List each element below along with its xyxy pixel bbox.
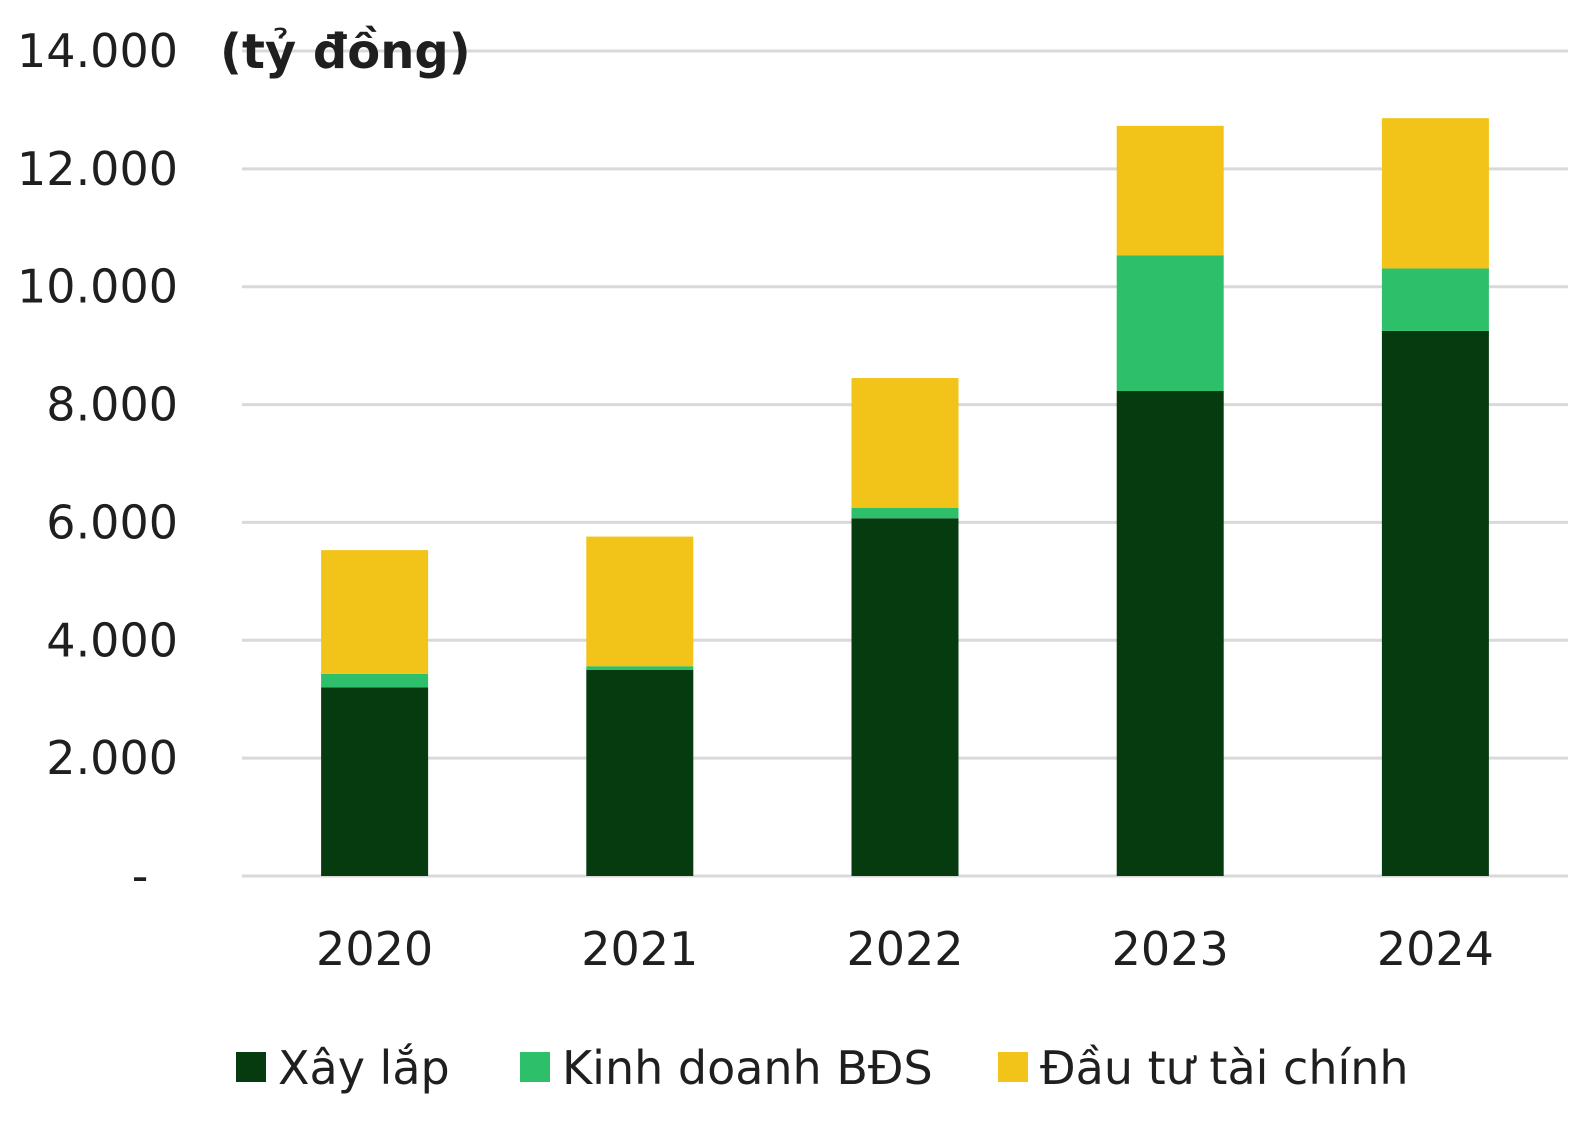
bar-segment — [851, 507, 959, 519]
legend: Xây lắp Kinh doanh BĐS Đầu tư tài chính — [236, 1041, 1409, 1095]
bar-segment — [586, 669, 694, 876]
bar-segment — [586, 536, 694, 667]
y-tick-label: - — [132, 849, 149, 903]
y-tick-label: 6.000 — [46, 495, 178, 549]
x-tick-label: 2020 — [316, 922, 433, 976]
legend-label: Đầu tư tài chính — [1040, 1041, 1409, 1095]
bar-segment — [586, 666, 694, 670]
bar-segment — [1381, 268, 1489, 331]
legend-swatch — [998, 1052, 1028, 1082]
x-tick-label: 2021 — [581, 922, 698, 976]
y-tick-label: 10.000 — [17, 260, 178, 314]
bar-segment — [1116, 125, 1224, 256]
y-tick-label: 2.000 — [46, 731, 178, 785]
bar-segment — [1381, 118, 1489, 269]
y-tick-label: 8.000 — [46, 378, 178, 432]
y-tick-label: 4.000 — [46, 613, 178, 667]
bar-segment — [1116, 255, 1224, 392]
legend-swatch — [520, 1052, 550, 1082]
bars — [321, 118, 1489, 876]
bar-segment — [851, 378, 959, 508]
legend-swatch — [236, 1052, 266, 1082]
x-tick-label: 2024 — [1377, 922, 1494, 976]
x-tick-label: 2022 — [846, 922, 963, 976]
bar-segment — [1116, 391, 1224, 876]
bar-segment — [1381, 330, 1489, 876]
bar-segment — [321, 687, 429, 876]
y-tick-label: 12.000 — [17, 142, 178, 196]
x-axis-category-labels: 2020 2021 2022 2023 2024 — [316, 922, 1494, 976]
legend-label: Xây lắp — [278, 1041, 450, 1095]
y-tick-label: 14.000 — [17, 24, 178, 78]
legend-label: Kinh doanh BĐS — [562, 1041, 933, 1095]
x-tick-label: 2023 — [1112, 922, 1229, 976]
bar-segment — [321, 673, 429, 688]
bar-segment — [321, 550, 429, 674]
y-axis-tick-labels: - 2.000 4.000 6.000 8.000 10.000 12.000 14.000 — [17, 24, 178, 903]
bar-segment — [851, 518, 959, 876]
unit-label: (tỷ đồng) — [220, 24, 471, 80]
